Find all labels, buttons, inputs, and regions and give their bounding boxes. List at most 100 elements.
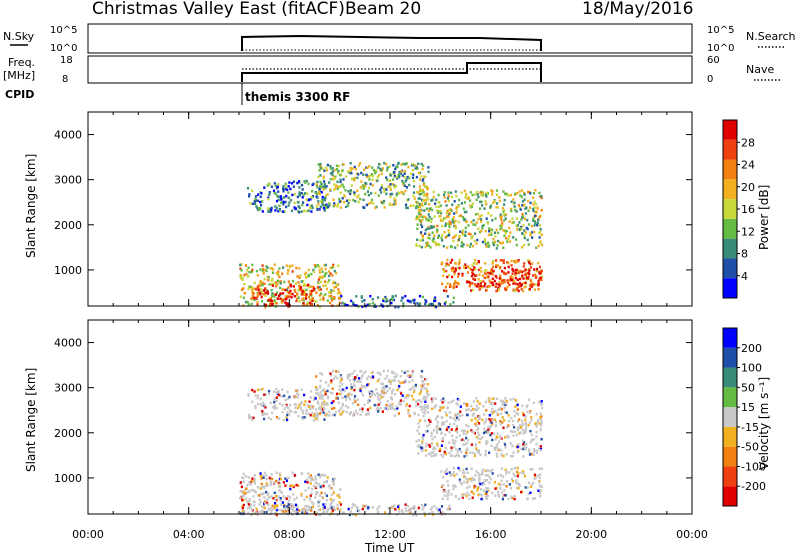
data-cell [256, 274, 259, 277]
data-cell [475, 408, 478, 412]
data-cell [507, 265, 510, 269]
data-cell [393, 186, 396, 189]
data-cell [359, 413, 362, 416]
data-cell [426, 406, 430, 409]
data-cell [261, 269, 264, 273]
data-cell [423, 395, 426, 398]
data-cell [326, 163, 329, 167]
data-cell [301, 511, 304, 514]
data-cell [439, 210, 442, 213]
data-cell [474, 193, 477, 196]
data-cell [477, 278, 480, 281]
data-cell [411, 169, 414, 172]
data-cell [321, 167, 324, 170]
data-cell [280, 298, 284, 301]
data-cell [479, 488, 483, 491]
data-cell [519, 208, 522, 211]
data-cell [317, 288, 320, 292]
data-cell [420, 192, 423, 196]
data-cell [301, 188, 304, 191]
data-cell [312, 268, 315, 272]
data-cell [292, 180, 295, 183]
data-cell [316, 392, 319, 395]
data-cell [470, 404, 473, 408]
data-cell [283, 280, 286, 284]
data-cell [422, 414, 425, 418]
data-cell [450, 493, 453, 496]
data-cell [394, 294, 397, 298]
data-cell [394, 508, 397, 511]
data-cell [356, 398, 359, 401]
data-cell [486, 474, 489, 477]
data-cell [501, 421, 504, 424]
data-cell [446, 234, 449, 238]
data-cell [536, 206, 539, 209]
data-cell [285, 264, 288, 267]
data-cell [451, 269, 454, 272]
data-cell [490, 421, 493, 424]
data-cell [337, 513, 340, 516]
data-cell [273, 397, 276, 400]
data-cell [447, 426, 450, 429]
data-cell [385, 188, 388, 191]
data-cell [342, 388, 345, 391]
data-cell [457, 220, 460, 224]
data-cell [517, 443, 520, 446]
data-cell [458, 447, 461, 451]
data-cell [402, 192, 405, 196]
data-cell [424, 302, 427, 306]
data-cell [501, 279, 504, 283]
data-cell [425, 218, 428, 221]
data-cell [507, 194, 510, 197]
data-cell [422, 178, 425, 181]
data-cell [288, 264, 291, 268]
colorbar-segment [723, 218, 737, 239]
data-cell [405, 509, 408, 513]
data-cell [505, 399, 508, 403]
data-cell [350, 387, 353, 391]
data-cell [413, 197, 416, 200]
data-cell [321, 507, 324, 510]
data-cell [523, 262, 526, 265]
data-cell [453, 235, 456, 238]
data-cell [482, 431, 486, 435]
data-cell [288, 291, 291, 294]
data-cell [504, 494, 507, 497]
data-cell [348, 513, 351, 517]
data-cell [408, 388, 412, 391]
data-cell [359, 370, 362, 373]
data-cell [276, 291, 279, 294]
data-cell [412, 191, 416, 194]
data-cell [459, 405, 462, 408]
data-cell [341, 197, 344, 200]
data-cell [387, 507, 390, 510]
data-cell [278, 485, 281, 489]
data-cell [298, 191, 301, 194]
data-cell [256, 294, 259, 298]
data-cell [450, 400, 453, 404]
data-cell [259, 200, 262, 204]
data-cell [516, 419, 519, 423]
data-cell [343, 201, 346, 204]
data-cell [273, 405, 276, 409]
data-cell [261, 401, 265, 405]
data-cell [402, 400, 405, 403]
data-cell [424, 245, 427, 249]
data-cell [250, 270, 253, 274]
data-cell [417, 422, 420, 425]
data-cell [279, 477, 283, 481]
data-cell [437, 236, 440, 239]
data-cell [240, 269, 243, 272]
data-cell [324, 492, 327, 495]
data-cell [372, 169, 375, 172]
data-cell [257, 394, 260, 398]
data-cell [328, 485, 331, 488]
data-cell [330, 379, 333, 382]
data-cell [480, 220, 483, 223]
data-cell [436, 421, 440, 424]
data-cell [348, 379, 351, 382]
data-cell [501, 223, 504, 227]
data-cell [322, 484, 325, 488]
data-cell [404, 294, 407, 298]
data-cell [458, 398, 461, 402]
